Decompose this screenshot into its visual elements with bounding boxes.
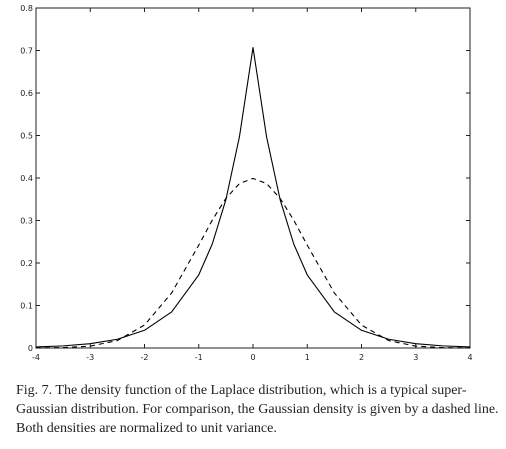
x-tick-label: 1 xyxy=(305,353,310,362)
dashed-series-line xyxy=(35,177,471,349)
y-tick-label: 0.3 xyxy=(20,217,33,226)
x-tick-label: 3 xyxy=(413,353,418,362)
y-tick-label: 0.4 xyxy=(20,174,33,183)
solid-series-line xyxy=(35,46,471,348)
x-tick-label: -4 xyxy=(32,353,40,362)
x-tick-label: 2 xyxy=(359,353,364,362)
density-chart: -4 -3 -2 -1 0 1 2 3 4 0 0.1 0.2 0.3 0.4 0.5 0.6 0.7 0.8 xyxy=(20,4,473,362)
x-tick-label: -2 xyxy=(141,353,149,362)
y-tick-label: 0.2 xyxy=(20,259,33,268)
series-layer xyxy=(35,46,471,349)
x-tick-label: -1 xyxy=(195,353,203,362)
y-tick-label: 0.8 xyxy=(20,4,33,13)
y-tick-label: 0.7 xyxy=(20,47,33,56)
x-tick-label: 0 xyxy=(250,353,255,362)
y-tick-label: 0 xyxy=(28,344,33,353)
y-tick-label: 0.6 xyxy=(20,89,33,98)
x-axis-ticks: -4 -3 -2 -1 0 1 2 3 4 xyxy=(32,8,473,362)
figure-caption: Fig. 7. The density function of the Lapl… xyxy=(16,383,499,436)
y-tick-label: 0.5 xyxy=(20,132,33,141)
y-tick-label: 0.1 xyxy=(20,302,33,311)
x-tick-label: -3 xyxy=(86,353,94,362)
x-tick-label: 4 xyxy=(467,353,472,362)
y-axis-ticks: 0 0.1 0.2 0.3 0.4 0.5 0.6 0.7 0.8 xyxy=(20,4,470,353)
